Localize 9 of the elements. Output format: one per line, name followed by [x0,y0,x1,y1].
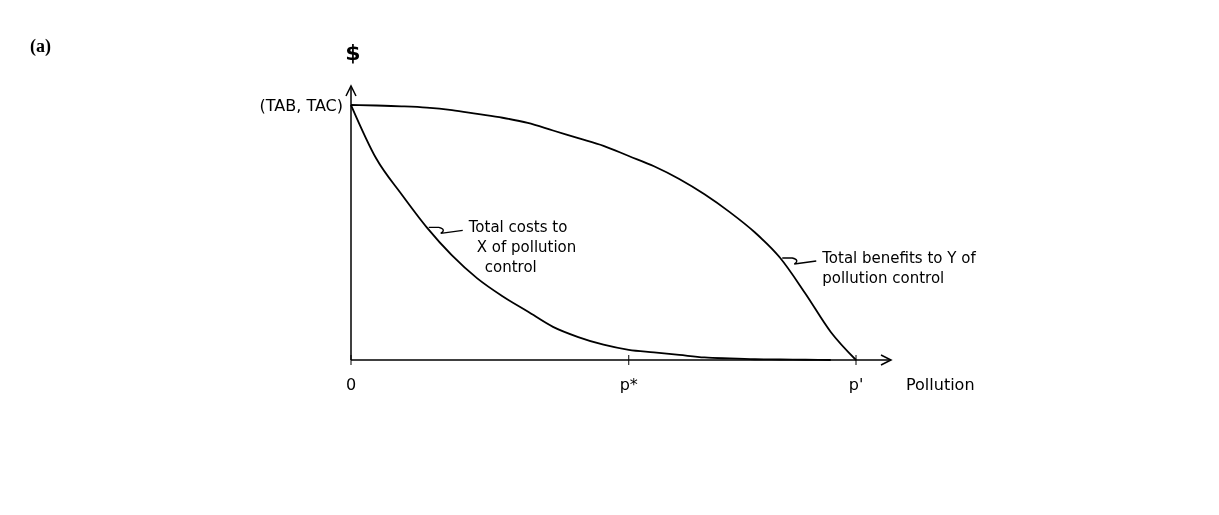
annotation: Total benefits to Y of pollution control [821,249,977,287]
text: (TAB, TAC) [259,96,343,115]
x-tick-label: p' [848,375,864,394]
x-tick-label: p* [619,375,638,394]
text: (a) [30,36,51,57]
annotation: Total costs to X of pollution control [467,218,577,277]
y-axis-title: $ [345,40,361,65]
x-axis-title: Pollution [906,375,975,394]
x-tick-label: 0 [345,375,357,394]
